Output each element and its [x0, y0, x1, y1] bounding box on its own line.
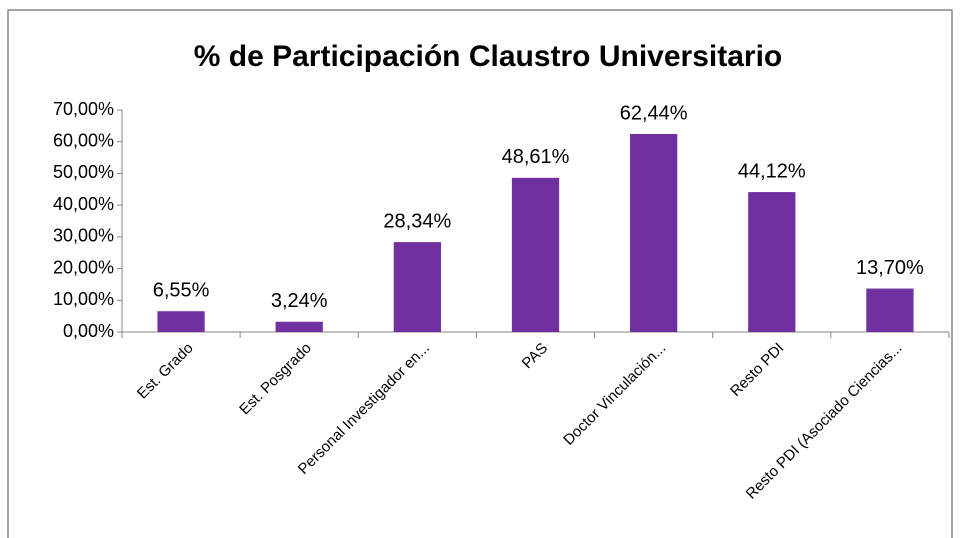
y-tick-label: 70,00% [53, 99, 114, 119]
y-tick-label: 50,00% [53, 162, 114, 182]
bar [275, 321, 323, 332]
value-label: 62,44% [620, 102, 688, 124]
chart-border [7, 9, 953, 538]
bar [630, 133, 678, 332]
bar [866, 288, 914, 332]
y-tick-label: 30,00% [53, 226, 114, 246]
value-label: 28,34% [383, 210, 451, 232]
y-tick-label: 10,00% [53, 289, 114, 309]
y-tick-label: 0,00% [63, 321, 114, 341]
value-label: 48,61% [502, 146, 570, 168]
value-label: 6,55% [153, 280, 210, 302]
bar [748, 192, 796, 332]
bar [393, 242, 441, 332]
chart-title: % de Participación Claustro Universitari… [194, 40, 783, 73]
y-tick-label: 60,00% [53, 130, 114, 150]
bar [157, 311, 205, 332]
value-label: 3,24% [271, 290, 328, 312]
bar [511, 177, 560, 332]
value-label: 44,12% [738, 160, 806, 182]
y-tick-label: 40,00% [53, 194, 114, 214]
y-tick-label: 20,00% [53, 257, 114, 277]
value-label: 13,70% [856, 257, 924, 279]
